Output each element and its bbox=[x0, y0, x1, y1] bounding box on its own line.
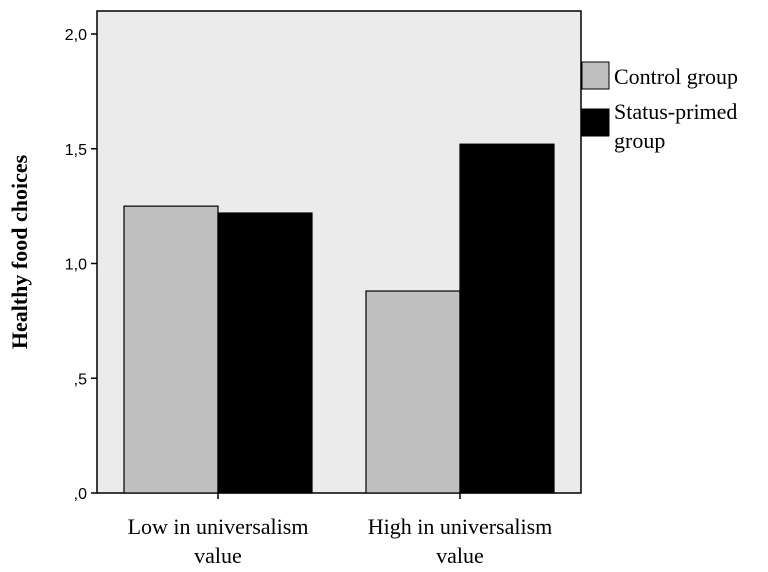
y-tick-label: 1,0 bbox=[65, 257, 87, 274]
legend-label-status-primed-line1: Status-primed bbox=[614, 99, 737, 124]
x-category-label-line1: Low in universalism bbox=[128, 514, 309, 539]
y-tick-label: ,5 bbox=[74, 371, 87, 388]
y-axis: ,0 ,5 1,0 1,5 2,0 bbox=[65, 27, 97, 503]
legend-swatch-status-primed bbox=[581, 108, 610, 137]
legend: Control group Status-primed group bbox=[581, 61, 738, 153]
bar-control-low bbox=[123, 205, 219, 494]
bars-group bbox=[123, 143, 555, 494]
bar-status-primed-low bbox=[217, 212, 313, 494]
x-category-label-line2: value bbox=[194, 543, 242, 568]
y-tick-label: 1,5 bbox=[65, 142, 87, 159]
legend-label-control: Control group bbox=[614, 64, 738, 89]
legend-label-status-primed-line2: group bbox=[614, 128, 665, 153]
bar-status-primed-high bbox=[459, 143, 555, 494]
legend-swatch-control bbox=[581, 61, 610, 90]
y-axis-title: Healthy food choices bbox=[7, 154, 32, 349]
y-tick-label: 2,0 bbox=[65, 27, 87, 44]
bar-control-high bbox=[365, 290, 461, 494]
x-category-label-line2: value bbox=[436, 543, 484, 568]
y-tick-label: ,0 bbox=[74, 486, 87, 503]
x-category-label-line1: High in universalism bbox=[368, 514, 553, 539]
x-axis: Low in universalism value High in universa… bbox=[128, 493, 553, 568]
